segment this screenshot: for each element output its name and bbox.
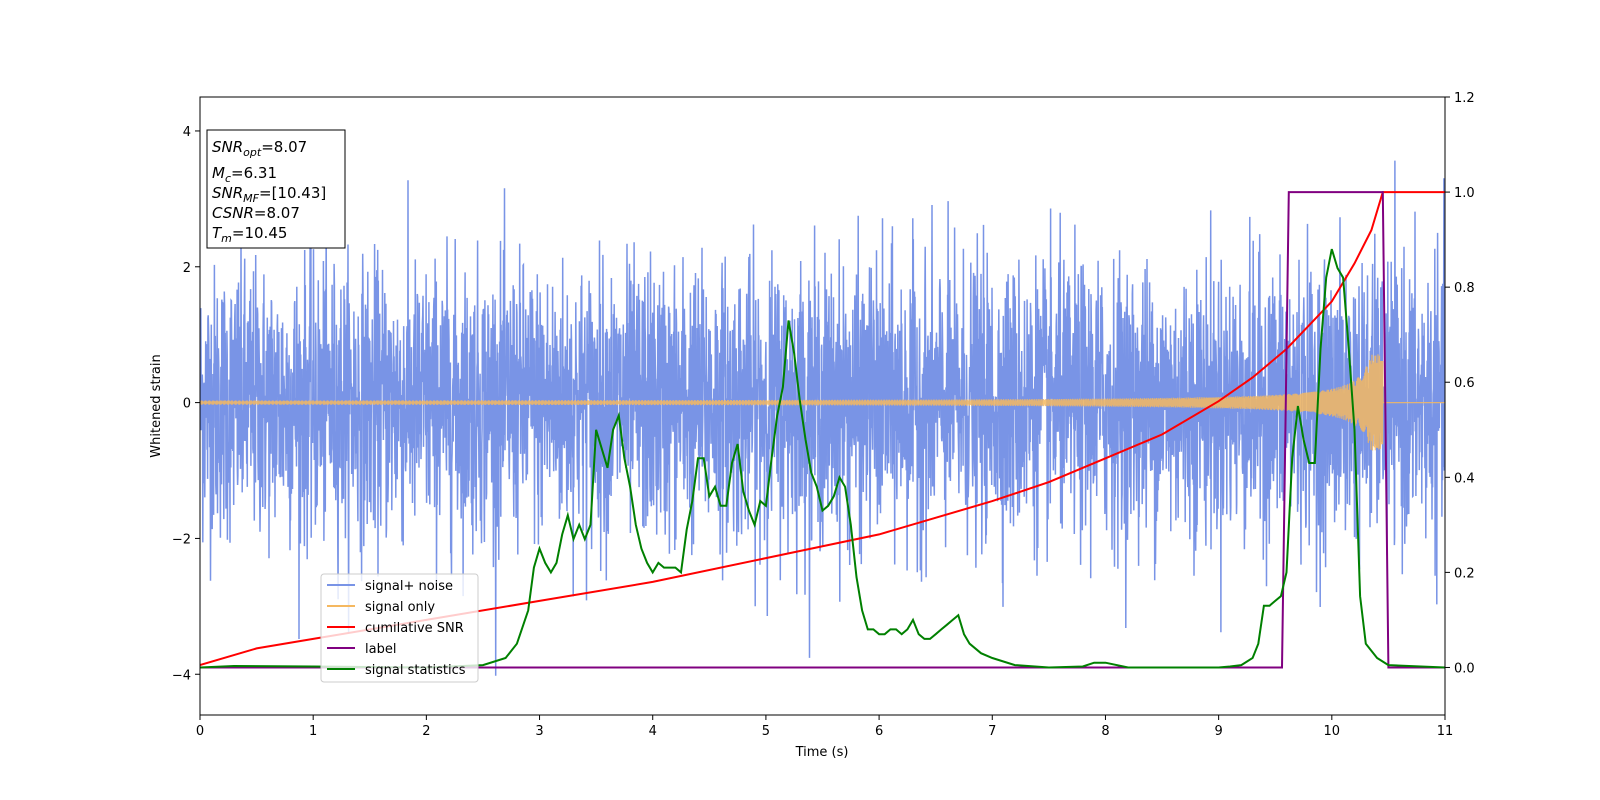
y-axis-label: Whitened strain: [149, 354, 164, 457]
legend-label-label: label: [365, 642, 396, 657]
y2-tick-label: 1.2: [1454, 91, 1475, 106]
svg-text:Mc=6.31: Mc=6.31: [212, 164, 277, 185]
series-signal-statistics: [200, 248, 1445, 669]
legend-label-cumulative-snr: cumilative SNR: [365, 621, 464, 636]
snr-opt-value: 8.07: [274, 138, 307, 156]
y-tick-label: −2: [172, 532, 191, 547]
x-tick-label: 7: [988, 724, 996, 739]
csnr-value: 8.07: [267, 204, 300, 222]
x-tick-label: 0: [196, 724, 204, 739]
mc-value: 6.31: [244, 164, 277, 182]
series-label: [200, 191, 1445, 669]
info-box: SNRopt=8.07 Mc=6.31 SNRMF=[10.43] CSNR=8…: [206, 129, 346, 249]
x-tick-label: 3: [535, 724, 543, 739]
legend-label-signal-statistics: signal statistics: [365, 663, 466, 678]
x-axis-label: Time (s): [795, 745, 849, 760]
y-tick-label: 2: [183, 261, 191, 276]
x-tick-label: 6: [875, 724, 883, 739]
svg-text:Tm=10.45: Tm=10.45: [212, 224, 287, 245]
y-tick-label: −4: [172, 668, 191, 683]
x-tick-label: 2: [422, 724, 430, 739]
snr-mf-value: [10.43]: [272, 184, 327, 202]
legend: signal+ noise signal only cumilative SNR…: [320, 573, 479, 683]
tm-value: 10.45: [244, 224, 287, 242]
ticks: 0 1 2 3 4 5 6 7 8 9 10 11 −4 −2 0 2 4 0.0 0.2 0.4 0.6 0.8 1.0 1…: [172, 91, 1475, 739]
x-tick-label: 4: [649, 724, 657, 739]
x-tick-label: 8: [1101, 724, 1109, 739]
y2-tick-label: 0.2: [1454, 566, 1475, 581]
y-tick-label: 0: [183, 397, 191, 412]
series-signal-only: [200, 354, 1445, 451]
x-tick-label: 5: [762, 724, 770, 739]
svg-text:SNRopt=8.07: SNRopt=8.07: [212, 138, 307, 159]
y2-tick-label: 0.6: [1454, 376, 1475, 391]
y2-tick-label: 0.8: [1454, 281, 1475, 296]
legend-label-signal-only: signal only: [365, 600, 435, 615]
y2-tick-label: 1.0: [1454, 186, 1475, 201]
svg-text:SNRMF=[10.43]: SNRMF=[10.43]: [212, 184, 326, 205]
x-tick-label: 10: [1324, 724, 1341, 739]
plot-frame: [199, 96, 1446, 716]
svg-text:CSNR=8.07: CSNR=8.07: [212, 204, 300, 222]
x-tick-label: 9: [1214, 724, 1222, 739]
x-tick-label: 11: [1437, 724, 1454, 739]
y2-tick-label: 0.4: [1454, 471, 1475, 486]
y2-tick-label: 0.0: [1454, 661, 1475, 676]
legend-label-signal-noise: signal+ noise: [365, 579, 453, 594]
y-tick-label: 4: [183, 125, 191, 140]
x-tick-label: 1: [309, 724, 317, 739]
